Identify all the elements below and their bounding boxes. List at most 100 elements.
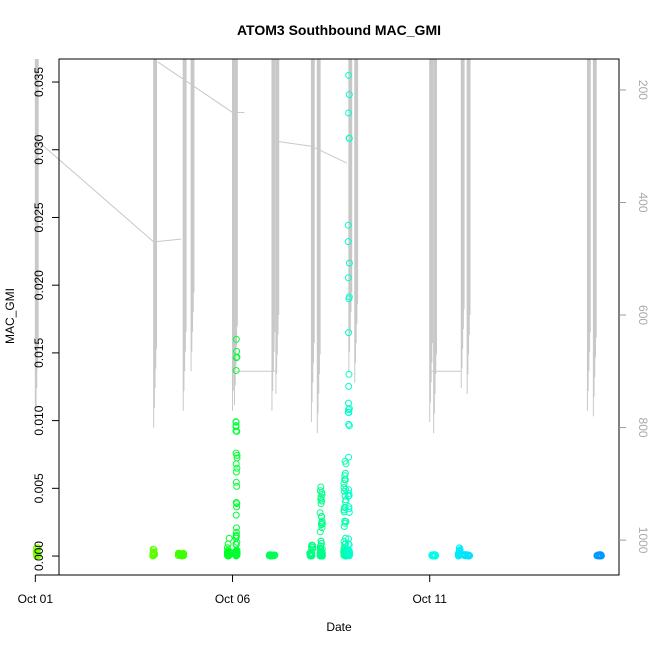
data-point bbox=[317, 495, 325, 503]
data-point bbox=[224, 552, 232, 560]
data-point bbox=[345, 422, 353, 430]
data-point bbox=[344, 551, 352, 559]
data-point bbox=[232, 335, 240, 343]
y-axis-label: MAC_GMI bbox=[3, 288, 17, 344]
y2-tick-label: 800 bbox=[636, 418, 650, 438]
y-axis-right: 200 400 600 800 1000 bbox=[619, 80, 650, 554]
data-point bbox=[225, 534, 233, 542]
y-tick-label: 0.005 bbox=[32, 473, 46, 503]
data-point bbox=[317, 542, 324, 550]
data-point bbox=[345, 508, 353, 516]
y-axis-left: 0.000 0.005 0.010 0.015 0.020 0.025 0.030 0.035 bbox=[32, 67, 59, 571]
x-tick-label: Oct 11 bbox=[412, 592, 447, 606]
data-point bbox=[308, 552, 316, 560]
y2-tick-label: 600 bbox=[636, 305, 650, 325]
y-tick-label: 0.035 bbox=[32, 67, 46, 97]
data-point bbox=[266, 551, 274, 559]
data-point bbox=[232, 367, 240, 374]
data-point bbox=[345, 134, 353, 142]
x-tick-label: Oct 06 bbox=[215, 592, 251, 606]
data-point bbox=[318, 524, 326, 532]
chart-title: ATOM3 Southbound MAC_GMI bbox=[237, 22, 441, 38]
data-point bbox=[345, 382, 353, 390]
data-point bbox=[233, 347, 241, 355]
data-point bbox=[232, 460, 240, 468]
data-point bbox=[150, 550, 158, 558]
data-point bbox=[344, 238, 352, 246]
data-point bbox=[345, 505, 353, 513]
data-point bbox=[341, 457, 349, 465]
data-point bbox=[308, 541, 316, 549]
data-point bbox=[431, 551, 439, 559]
data-point bbox=[317, 483, 325, 491]
data-point bbox=[233, 503, 241, 511]
data-point bbox=[224, 551, 232, 559]
data-point bbox=[233, 551, 241, 559]
data-point bbox=[318, 513, 326, 521]
data-point bbox=[317, 493, 325, 501]
data-point bbox=[345, 406, 352, 414]
y2-tick-label: 400 bbox=[636, 192, 650, 212]
data-point bbox=[345, 329, 353, 337]
data-point bbox=[232, 511, 240, 519]
data-point bbox=[461, 551, 469, 559]
data-point bbox=[232, 418, 240, 426]
data-point bbox=[233, 482, 241, 490]
data-point bbox=[344, 221, 352, 229]
data-point bbox=[344, 408, 352, 416]
data-point bbox=[317, 537, 325, 545]
data-point bbox=[345, 492, 352, 500]
data-point bbox=[428, 551, 436, 559]
y-tick-label: 0.015 bbox=[32, 338, 46, 368]
data-point bbox=[345, 405, 353, 412]
data-point bbox=[316, 528, 324, 536]
depth-trace-segment bbox=[153, 238, 182, 243]
depth-trace-segment bbox=[157, 61, 233, 113]
y-tick-label: 0.025 bbox=[32, 202, 46, 232]
data-point bbox=[232, 541, 240, 549]
data-point bbox=[341, 517, 349, 525]
depth-trace bbox=[34, 59, 597, 434]
data-point bbox=[232, 478, 240, 486]
data-point bbox=[345, 547, 353, 555]
data-point bbox=[318, 517, 326, 525]
data-point bbox=[33, 544, 41, 552]
data-point bbox=[455, 547, 463, 555]
data-point bbox=[341, 519, 349, 527]
data-point bbox=[341, 472, 349, 480]
data-point bbox=[340, 508, 348, 516]
depth-trace-segment bbox=[311, 145, 348, 164]
data-point bbox=[316, 549, 324, 557]
y-tick-label: 0.000 bbox=[32, 541, 46, 571]
data-point bbox=[429, 552, 437, 560]
data-point bbox=[232, 534, 240, 542]
data-point bbox=[341, 498, 349, 506]
x-tick-label: Oct 01 bbox=[18, 592, 54, 606]
data-point bbox=[306, 550, 314, 558]
data-point bbox=[596, 551, 604, 559]
data-point bbox=[341, 469, 349, 477]
data-points bbox=[32, 71, 605, 560]
data-point bbox=[34, 551, 42, 559]
data-point bbox=[223, 544, 231, 552]
data-point bbox=[233, 451, 241, 459]
data-point bbox=[224, 547, 232, 555]
data-point bbox=[465, 552, 473, 560]
y-tick-label: 0.030 bbox=[32, 134, 46, 164]
data-point bbox=[232, 468, 240, 476]
data-point bbox=[345, 259, 353, 267]
data-point bbox=[345, 91, 353, 99]
data-point bbox=[456, 544, 463, 552]
depth-trace-segment bbox=[271, 140, 312, 147]
y2-tick-label: 1000 bbox=[636, 527, 650, 554]
data-point bbox=[344, 274, 352, 282]
data-point bbox=[345, 370, 353, 378]
data-point bbox=[345, 293, 353, 301]
x-axis-label: Date bbox=[326, 620, 352, 634]
plot-frame bbox=[58, 58, 620, 576]
data-point bbox=[316, 509, 324, 517]
data-point bbox=[345, 540, 352, 548]
data-point bbox=[340, 523, 348, 530]
data-point bbox=[233, 524, 240, 532]
